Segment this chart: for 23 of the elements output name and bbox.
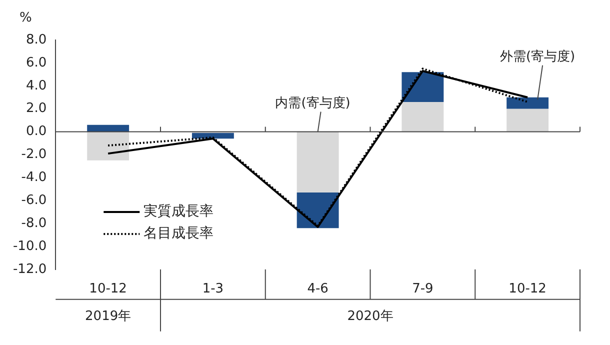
x-tick-label: 7-9: [412, 282, 434, 297]
y-tick-label: -6.0: [21, 192, 47, 208]
legend-label: 実質成長率: [144, 204, 214, 220]
y-tick-label: -8.0: [21, 216, 47, 231]
text: 2020年: [347, 308, 394, 324]
series-label: 内需(寄与度): [275, 95, 350, 112]
y-tick-label: 0.0: [26, 124, 47, 140]
legend-label: 名目成長率: [144, 226, 214, 242]
y-tick-label: -10.0: [12, 238, 47, 254]
x-tick-label: 1-3: [202, 282, 224, 297]
y-tick-label: -12.0: [12, 262, 47, 277]
y-tick-label: 4.0: [26, 78, 47, 94]
y-axis-title: %: [19, 10, 32, 26]
y-tick-label: -4.0: [21, 170, 47, 186]
y-tick-label: 8.0: [26, 32, 47, 48]
x-tick-label: 4-6: [307, 282, 328, 297]
y-tick-label: 2.0: [26, 101, 47, 116]
y-tick-label: 6.0: [26, 55, 47, 70]
text: 2019年: [85, 308, 132, 324]
x-tick-label: 10-12: [508, 282, 546, 297]
text: 外需(寄与度): [500, 48, 576, 65]
y-tick-label: -2.0: [21, 147, 47, 162]
x-tick-label: 10-12: [89, 282, 127, 297]
